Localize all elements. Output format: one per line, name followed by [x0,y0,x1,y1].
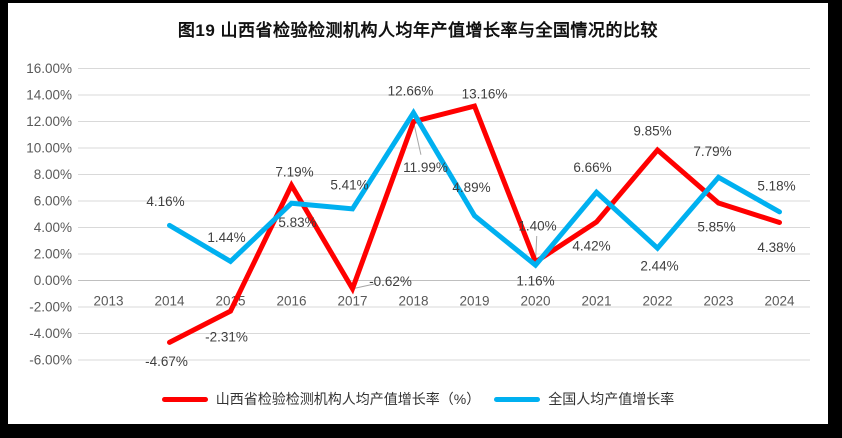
x-axis-label: 2016 [276,294,306,309]
data-label: 5.83% [278,215,316,230]
x-axis-label: 2022 [642,294,672,309]
y-axis-tick: 14.00% [26,88,72,103]
data-label: -0.62% [369,274,412,289]
chart-canvas: 图19 山西省检验检测机构人均年产值增长率与全国情况的比较 [8,3,828,424]
y-axis-tick: 10.00% [26,141,72,156]
x-axis-label: 2017 [337,294,367,309]
y-axis-tick: 2.00% [34,247,72,262]
legend-item-shanxi: 山西省检验检测机构人均产值增长率（%） [161,389,481,409]
data-label: 4.16% [146,194,184,209]
legend-item-national: 全国人均产值增长率 [494,389,674,409]
data-label: 4.38% [757,240,795,255]
data-label: 1.40% [518,218,556,233]
legend-swatch-shanxi [161,396,208,402]
y-axis-tick: 12.00% [26,114,72,129]
data-label-leader-line [413,121,422,155]
x-axis-label: 2014 [154,294,185,309]
data-label: 1.16% [516,274,554,289]
series-line-national [167,107,782,269]
data-label: -2.31% [205,330,248,345]
series-line-shanxi [167,103,782,345]
data-label: 12.66% [388,83,434,98]
y-axis-tick: 16.00% [26,61,72,76]
x-axis-label: 2020 [520,294,550,309]
data-label: 1.44% [207,230,245,245]
data-label: 13.16% [462,87,508,102]
data-label: 6.66% [573,160,611,175]
x-axis-label: 2013 [93,294,123,309]
x-axis-label: 2023 [703,294,733,309]
x-axis-label: 2018 [398,294,428,309]
chart-legend: 山西省检验检测机构人均产值增长率（%） 全国人均产值增长率 [8,389,828,409]
data-label: 11.99% [403,160,448,175]
data-label-leader-line [352,283,377,290]
y-axis-tick: 4.00% [34,220,72,235]
data-label: 5.85% [697,219,735,234]
y-axis-tick: 0.00% [34,273,72,288]
data-label: 5.18% [757,178,795,193]
x-axis-label: 2024 [764,294,795,309]
y-axis-tick: -4.00% [29,326,72,341]
data-label: 9.85% [633,123,671,138]
legend-label-national: 全国人均产值增长率 [548,391,675,407]
y-axis-tick: -6.00% [29,353,72,368]
data-label: 2.44% [640,259,678,274]
data-label: 7.79% [693,144,731,159]
data-label: 4.42% [572,238,610,253]
data-label: 5.41% [330,177,368,192]
chart-title: 图19 山西省检验检测机构人均年产值增长率与全国情况的比较 [177,21,659,40]
legend-swatch-national [494,396,541,402]
y-axis-tick: 6.00% [34,194,72,209]
x-axis-label: 2019 [459,294,489,309]
legend-label-shanxi: 山西省检验检测机构人均产值增长率（%） [215,391,481,407]
data-label: 7.19% [275,165,313,180]
x-axis-label: 2021 [581,294,611,309]
y-axis-tick: -2.00% [29,300,72,315]
data-label: 4.89% [452,180,490,195]
y-axis-tick: 8.00% [34,167,72,182]
data-label: -4.67% [145,354,188,369]
